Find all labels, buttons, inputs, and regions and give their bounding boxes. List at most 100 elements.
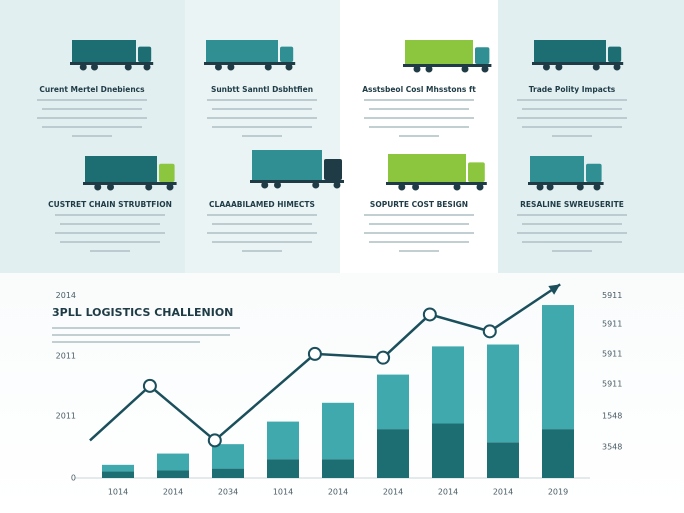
truck-wheel — [143, 63, 151, 71]
truck-chassis — [204, 62, 296, 65]
truck-wheel — [94, 183, 102, 191]
x-tick-label: 2014 — [383, 488, 403, 497]
y2-tick-label: 5911 — [602, 291, 622, 300]
truck-wheel — [425, 65, 433, 73]
trend-point — [307, 346, 322, 361]
x-tick-label: 2014 — [493, 488, 513, 497]
truck-cargo — [206, 40, 278, 62]
trend-point — [422, 307, 437, 322]
truck-wheel — [166, 183, 174, 191]
panel-title: RESALINE SWREUSERITE — [520, 200, 624, 209]
y-tick-label: 0 — [71, 474, 76, 483]
x-tick-label: 2034 — [218, 488, 238, 497]
truck-wheel — [79, 63, 87, 71]
trend-arrow — [548, 284, 561, 295]
truck-wheel — [461, 65, 469, 73]
x-tick-label: 2014 — [328, 488, 348, 497]
bar-segment — [157, 470, 189, 478]
bar-segment — [542, 305, 574, 430]
truck-chassis — [250, 180, 344, 183]
y2-tick-label: 5911 — [602, 380, 622, 389]
truck-wheel — [145, 183, 153, 191]
x-tick-label: 2014 — [163, 488, 183, 497]
truck-wheel — [398, 183, 406, 191]
panel-title: SOPURTE COST BESIGN — [370, 200, 468, 209]
bar-segment — [322, 402, 354, 460]
truck-cab — [475, 47, 490, 64]
y-tick-label: 2011 — [56, 351, 76, 360]
y2-tick-label: 5911 — [602, 319, 622, 328]
truck-wheel — [91, 63, 98, 71]
truck-cab — [138, 46, 152, 62]
truck-wheel — [107, 183, 114, 191]
truck-wheel — [214, 63, 222, 71]
truck-cargo — [530, 156, 584, 182]
truck-wheel — [576, 183, 584, 191]
trend-line — [89, 283, 561, 443]
truck-chassis — [386, 182, 487, 185]
truck-cab — [159, 163, 175, 182]
y2-tick-label: 3548 — [602, 442, 622, 451]
bar-segment — [322, 459, 354, 478]
x-tick-label: 1014 — [108, 488, 128, 497]
bar-segment — [432, 346, 464, 424]
truck-wheel — [546, 183, 554, 191]
truck-wheel — [536, 183, 544, 191]
truck-chassis — [403, 64, 492, 67]
bar-segment — [542, 429, 574, 478]
panel-title: Sunbtt Sanntl Dsbhtfien — [211, 85, 313, 94]
truck-wheel — [476, 183, 484, 191]
trend-point — [376, 350, 391, 365]
truck-wheel — [593, 183, 601, 191]
y-tick-label: 2014 — [56, 291, 76, 300]
panel-title: CUSTRET CHAIN STRUBTFION — [48, 200, 172, 209]
chart-title: 3PLL LOGISTICS CHALLENION — [52, 306, 233, 319]
truck-cargo — [72, 40, 136, 62]
bar-segment — [102, 471, 134, 478]
truck-wheel — [412, 183, 420, 191]
truck-cab — [586, 163, 602, 182]
bar-segment — [157, 453, 189, 471]
truck-cab — [280, 46, 294, 62]
truck-wheel — [592, 63, 600, 71]
trend-point — [207, 433, 222, 448]
trend-point — [482, 324, 497, 339]
truck-wheel — [227, 63, 235, 71]
truck-cab — [608, 46, 622, 62]
truck-cargo — [85, 156, 157, 182]
bar-segment — [102, 464, 134, 472]
truck-cargo — [405, 40, 473, 64]
bar-segment — [212, 444, 244, 469]
chart-note — [52, 327, 240, 343]
bar-segment — [487, 442, 519, 478]
truck-wheel — [124, 63, 132, 71]
x-tick-label: 2019 — [548, 488, 568, 497]
truck-wheel — [542, 63, 550, 71]
bar-segment — [377, 374, 409, 430]
bar-segment — [267, 459, 299, 478]
y2-tick-label: 1548 — [602, 411, 622, 420]
truck-wheel — [285, 63, 293, 71]
bar-segment — [487, 344, 519, 443]
truck-wheel — [555, 63, 563, 71]
panel-title: Curent Mertel Dnebiencs — [39, 85, 145, 94]
truck-cab — [324, 159, 342, 180]
truck-cab — [468, 162, 485, 182]
trend-point — [142, 378, 157, 393]
truck-wheel — [333, 181, 341, 189]
truck-wheel — [264, 63, 272, 71]
panel-title: Trade Polity Impacts — [529, 85, 616, 94]
x-tick-label: 1014 — [273, 488, 293, 497]
truck-cargo — [388, 154, 466, 182]
bar-segment — [432, 423, 464, 478]
y2-tick-label: 5911 — [602, 349, 622, 358]
truck-wheel — [481, 65, 489, 73]
panel-title: Asstsbeol Cosl Mhsstons ft — [362, 85, 476, 94]
truck-cargo — [534, 40, 606, 62]
x-tick-label: 2014 — [438, 488, 458, 497]
truck-wheel — [261, 181, 269, 189]
truck-wheel — [312, 181, 320, 189]
truck-chassis — [528, 182, 604, 185]
truck-chassis — [83, 182, 177, 185]
